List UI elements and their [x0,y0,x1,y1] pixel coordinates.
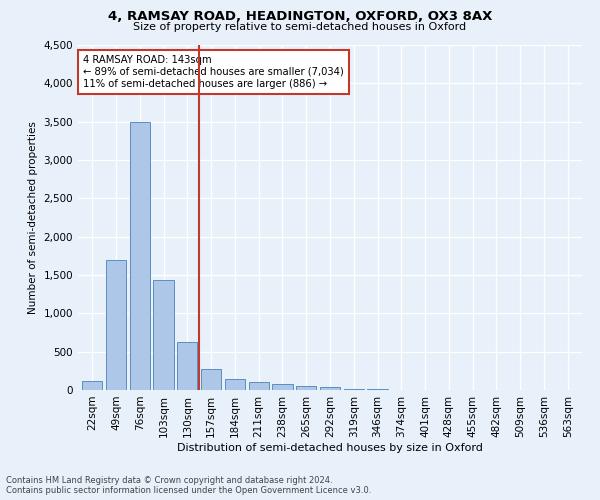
Bar [320,388,340,390]
Bar [106,260,126,390]
Y-axis label: Number of semi-detached properties: Number of semi-detached properties [28,121,38,314]
Text: Contains HM Land Registry data © Crown copyright and database right 2024.
Contai: Contains HM Land Registry data © Crown c… [6,476,371,495]
X-axis label: Distribution of semi-detached houses by size in Oxford: Distribution of semi-detached houses by … [177,442,483,452]
Bar [248,382,269,390]
Bar [272,384,293,390]
Text: 4 RAMSAY ROAD: 143sqm
← 89% of semi-detached houses are smaller (7,034)
11% of s: 4 RAMSAY ROAD: 143sqm ← 89% of semi-deta… [83,56,344,88]
Text: 4, RAMSAY ROAD, HEADINGTON, OXFORD, OX3 8AX: 4, RAMSAY ROAD, HEADINGTON, OXFORD, OX3 … [108,10,492,23]
Bar [130,122,150,390]
Bar [201,370,221,390]
Bar [344,389,364,390]
Bar [82,381,103,390]
Bar [225,378,245,390]
Text: Size of property relative to semi-detached houses in Oxford: Size of property relative to semi-detach… [133,22,467,32]
Bar [296,386,316,390]
Bar [154,280,173,390]
Bar [367,389,388,390]
Bar [177,342,197,390]
